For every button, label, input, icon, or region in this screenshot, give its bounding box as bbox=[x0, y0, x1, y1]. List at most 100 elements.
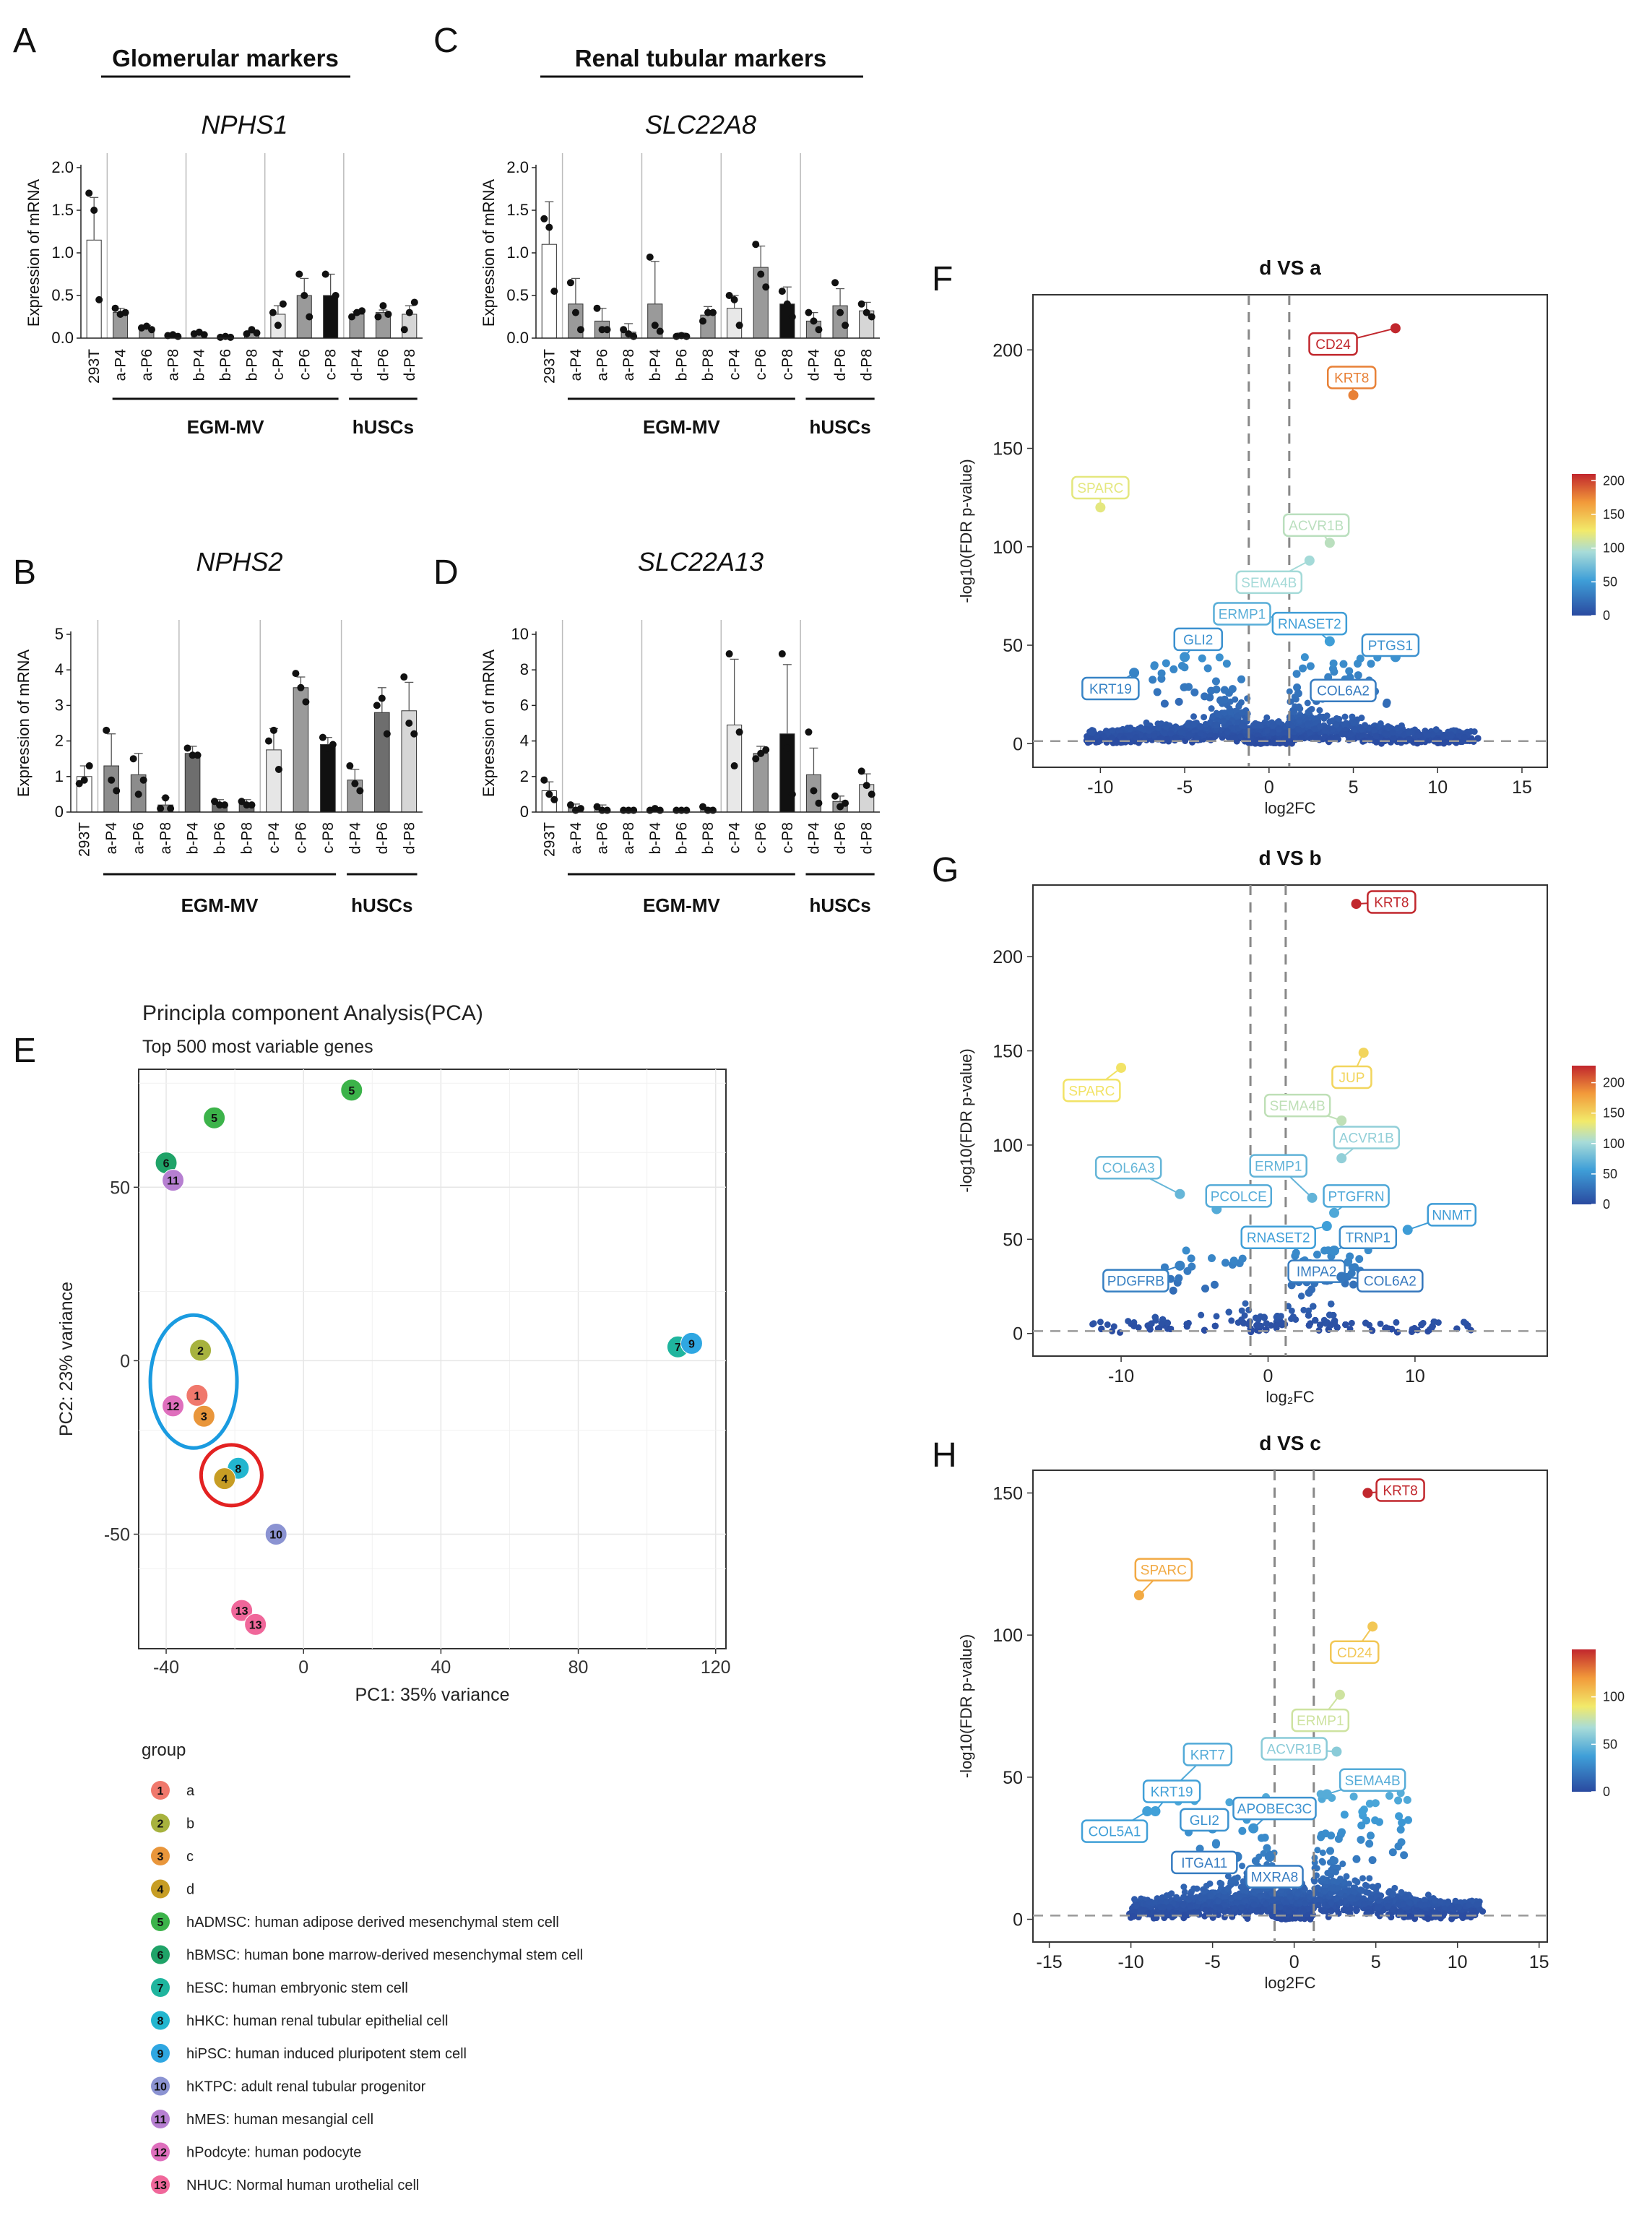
data-point bbox=[227, 333, 235, 341]
volcano-point bbox=[1153, 688, 1162, 696]
gene-label-box bbox=[1310, 678, 1377, 702]
data-point bbox=[757, 270, 765, 278]
data-point bbox=[405, 720, 413, 727]
legend-swatch bbox=[151, 2076, 170, 2096]
data-point bbox=[326, 313, 334, 321]
gene-label-box bbox=[1205, 1184, 1273, 1208]
bar-chart-title: NPHS1 bbox=[201, 110, 287, 139]
volcano-point bbox=[1151, 1313, 1159, 1321]
volcano-point bbox=[1414, 731, 1422, 738]
volcano-point bbox=[1160, 699, 1169, 708]
volcano-point bbox=[1342, 1321, 1349, 1328]
data-point bbox=[147, 326, 155, 334]
data-point bbox=[348, 313, 356, 321]
data-point bbox=[111, 304, 119, 312]
data-point bbox=[815, 799, 823, 807]
volcano-point bbox=[1311, 1878, 1318, 1885]
volcano-point bbox=[1201, 1888, 1208, 1895]
data-point bbox=[356, 787, 364, 795]
legend-label: hESC: human embryonic stem cell bbox=[186, 1980, 408, 1996]
volcano-point bbox=[1349, 713, 1356, 720]
data-point bbox=[735, 728, 743, 736]
data-point bbox=[248, 326, 256, 334]
volcano-d-vs-b: d VS bKRT8JUPSPARCSEMA4BACVR1BERMP1COL6A… bbox=[957, 847, 1625, 1406]
gene-label-box bbox=[1271, 611, 1348, 636]
volcano-point bbox=[1430, 1319, 1437, 1326]
volcano-point bbox=[1190, 720, 1198, 728]
gene-point bbox=[1175, 1260, 1185, 1271]
data-point bbox=[836, 803, 844, 811]
volcano-point bbox=[1242, 1896, 1249, 1904]
bar-chart-title: NPHS2 bbox=[196, 547, 282, 577]
volcano-point bbox=[1348, 1319, 1355, 1326]
volcano-point bbox=[1292, 733, 1299, 741]
legend-label: NHUC: Normal human urothelial cell bbox=[186, 2178, 419, 2193]
data-point bbox=[253, 329, 261, 337]
volcano-point bbox=[1097, 1319, 1104, 1326]
volcano-point bbox=[1300, 1306, 1307, 1313]
data-point bbox=[862, 308, 870, 316]
legend-label: hBMSC: human bone marrow-derived mesench… bbox=[186, 1948, 583, 1964]
category-label: b-P4 bbox=[185, 822, 202, 855]
volcano-point bbox=[1293, 683, 1302, 692]
legend-swatch-number: 8 bbox=[157, 2016, 164, 2028]
volcano-point bbox=[1292, 670, 1301, 678]
data-point bbox=[292, 670, 300, 678]
volcano-point bbox=[1132, 734, 1139, 741]
volcano-point bbox=[1208, 1253, 1216, 1262]
pca-point-label: 11 bbox=[167, 1175, 179, 1188]
volcano-point bbox=[1228, 685, 1237, 694]
volcano-point bbox=[1361, 1900, 1368, 1907]
category-label: 293T bbox=[541, 822, 558, 857]
volcano-point bbox=[1149, 676, 1157, 684]
volcano-point bbox=[1215, 1911, 1222, 1918]
data-point bbox=[90, 207, 98, 214]
data-point bbox=[302, 698, 310, 706]
volcano-point bbox=[1203, 664, 1212, 673]
data-point bbox=[630, 332, 638, 340]
data-point bbox=[378, 694, 386, 702]
legend-label: b bbox=[186, 1816, 194, 1832]
y-tick-label: 100 bbox=[993, 1136, 1023, 1156]
pca-title: Principla component Analysis(PCA) bbox=[142, 1001, 483, 1025]
pca-y-axis-label: PC2: 23% variance bbox=[56, 1282, 77, 1436]
volcano-point bbox=[1339, 730, 1346, 738]
gene-point bbox=[1348, 389, 1359, 400]
gene-label-box bbox=[1102, 1269, 1169, 1293]
y-tick-label: -50 bbox=[104, 1525, 130, 1545]
panel-letter-c: C bbox=[433, 22, 459, 60]
data-point bbox=[134, 790, 142, 798]
volcano-point bbox=[1341, 713, 1349, 720]
colorbar-tick-label: 150 bbox=[1603, 1106, 1625, 1121]
volcano-point bbox=[1240, 1320, 1247, 1327]
volcano-point bbox=[1316, 722, 1323, 730]
gene-label: SEMA4B bbox=[1270, 1099, 1326, 1114]
husc-label: hUSCs bbox=[353, 416, 414, 438]
volcano-point bbox=[1343, 1873, 1350, 1880]
volcano-point bbox=[1346, 1252, 1354, 1261]
data-point bbox=[248, 801, 256, 809]
volcano-point bbox=[1242, 1887, 1250, 1894]
volcano-point bbox=[1297, 734, 1305, 741]
volcano-point bbox=[1242, 1300, 1249, 1307]
volcano-point bbox=[1298, 1293, 1305, 1300]
data-point bbox=[805, 308, 813, 316]
volcano-point bbox=[1269, 1896, 1276, 1904]
volcano-point bbox=[1181, 1889, 1188, 1896]
volcano-point bbox=[1335, 1885, 1342, 1892]
pca-point bbox=[680, 1332, 703, 1355]
volcano-point bbox=[1461, 1319, 1468, 1326]
volcano-point bbox=[1390, 735, 1397, 742]
volcano-point bbox=[1190, 713, 1198, 720]
volcano-point bbox=[1310, 1303, 1317, 1310]
volcano-point bbox=[1418, 1321, 1425, 1329]
volcano-point bbox=[1366, 1875, 1373, 1882]
volcano-point bbox=[1301, 1886, 1308, 1893]
data-point bbox=[129, 755, 137, 763]
x-tick-label: 40 bbox=[431, 1657, 451, 1678]
category-label: d-P4 bbox=[347, 822, 363, 855]
data-point bbox=[329, 741, 337, 748]
volcano-point bbox=[1169, 1286, 1177, 1295]
pca-point bbox=[213, 1467, 236, 1490]
